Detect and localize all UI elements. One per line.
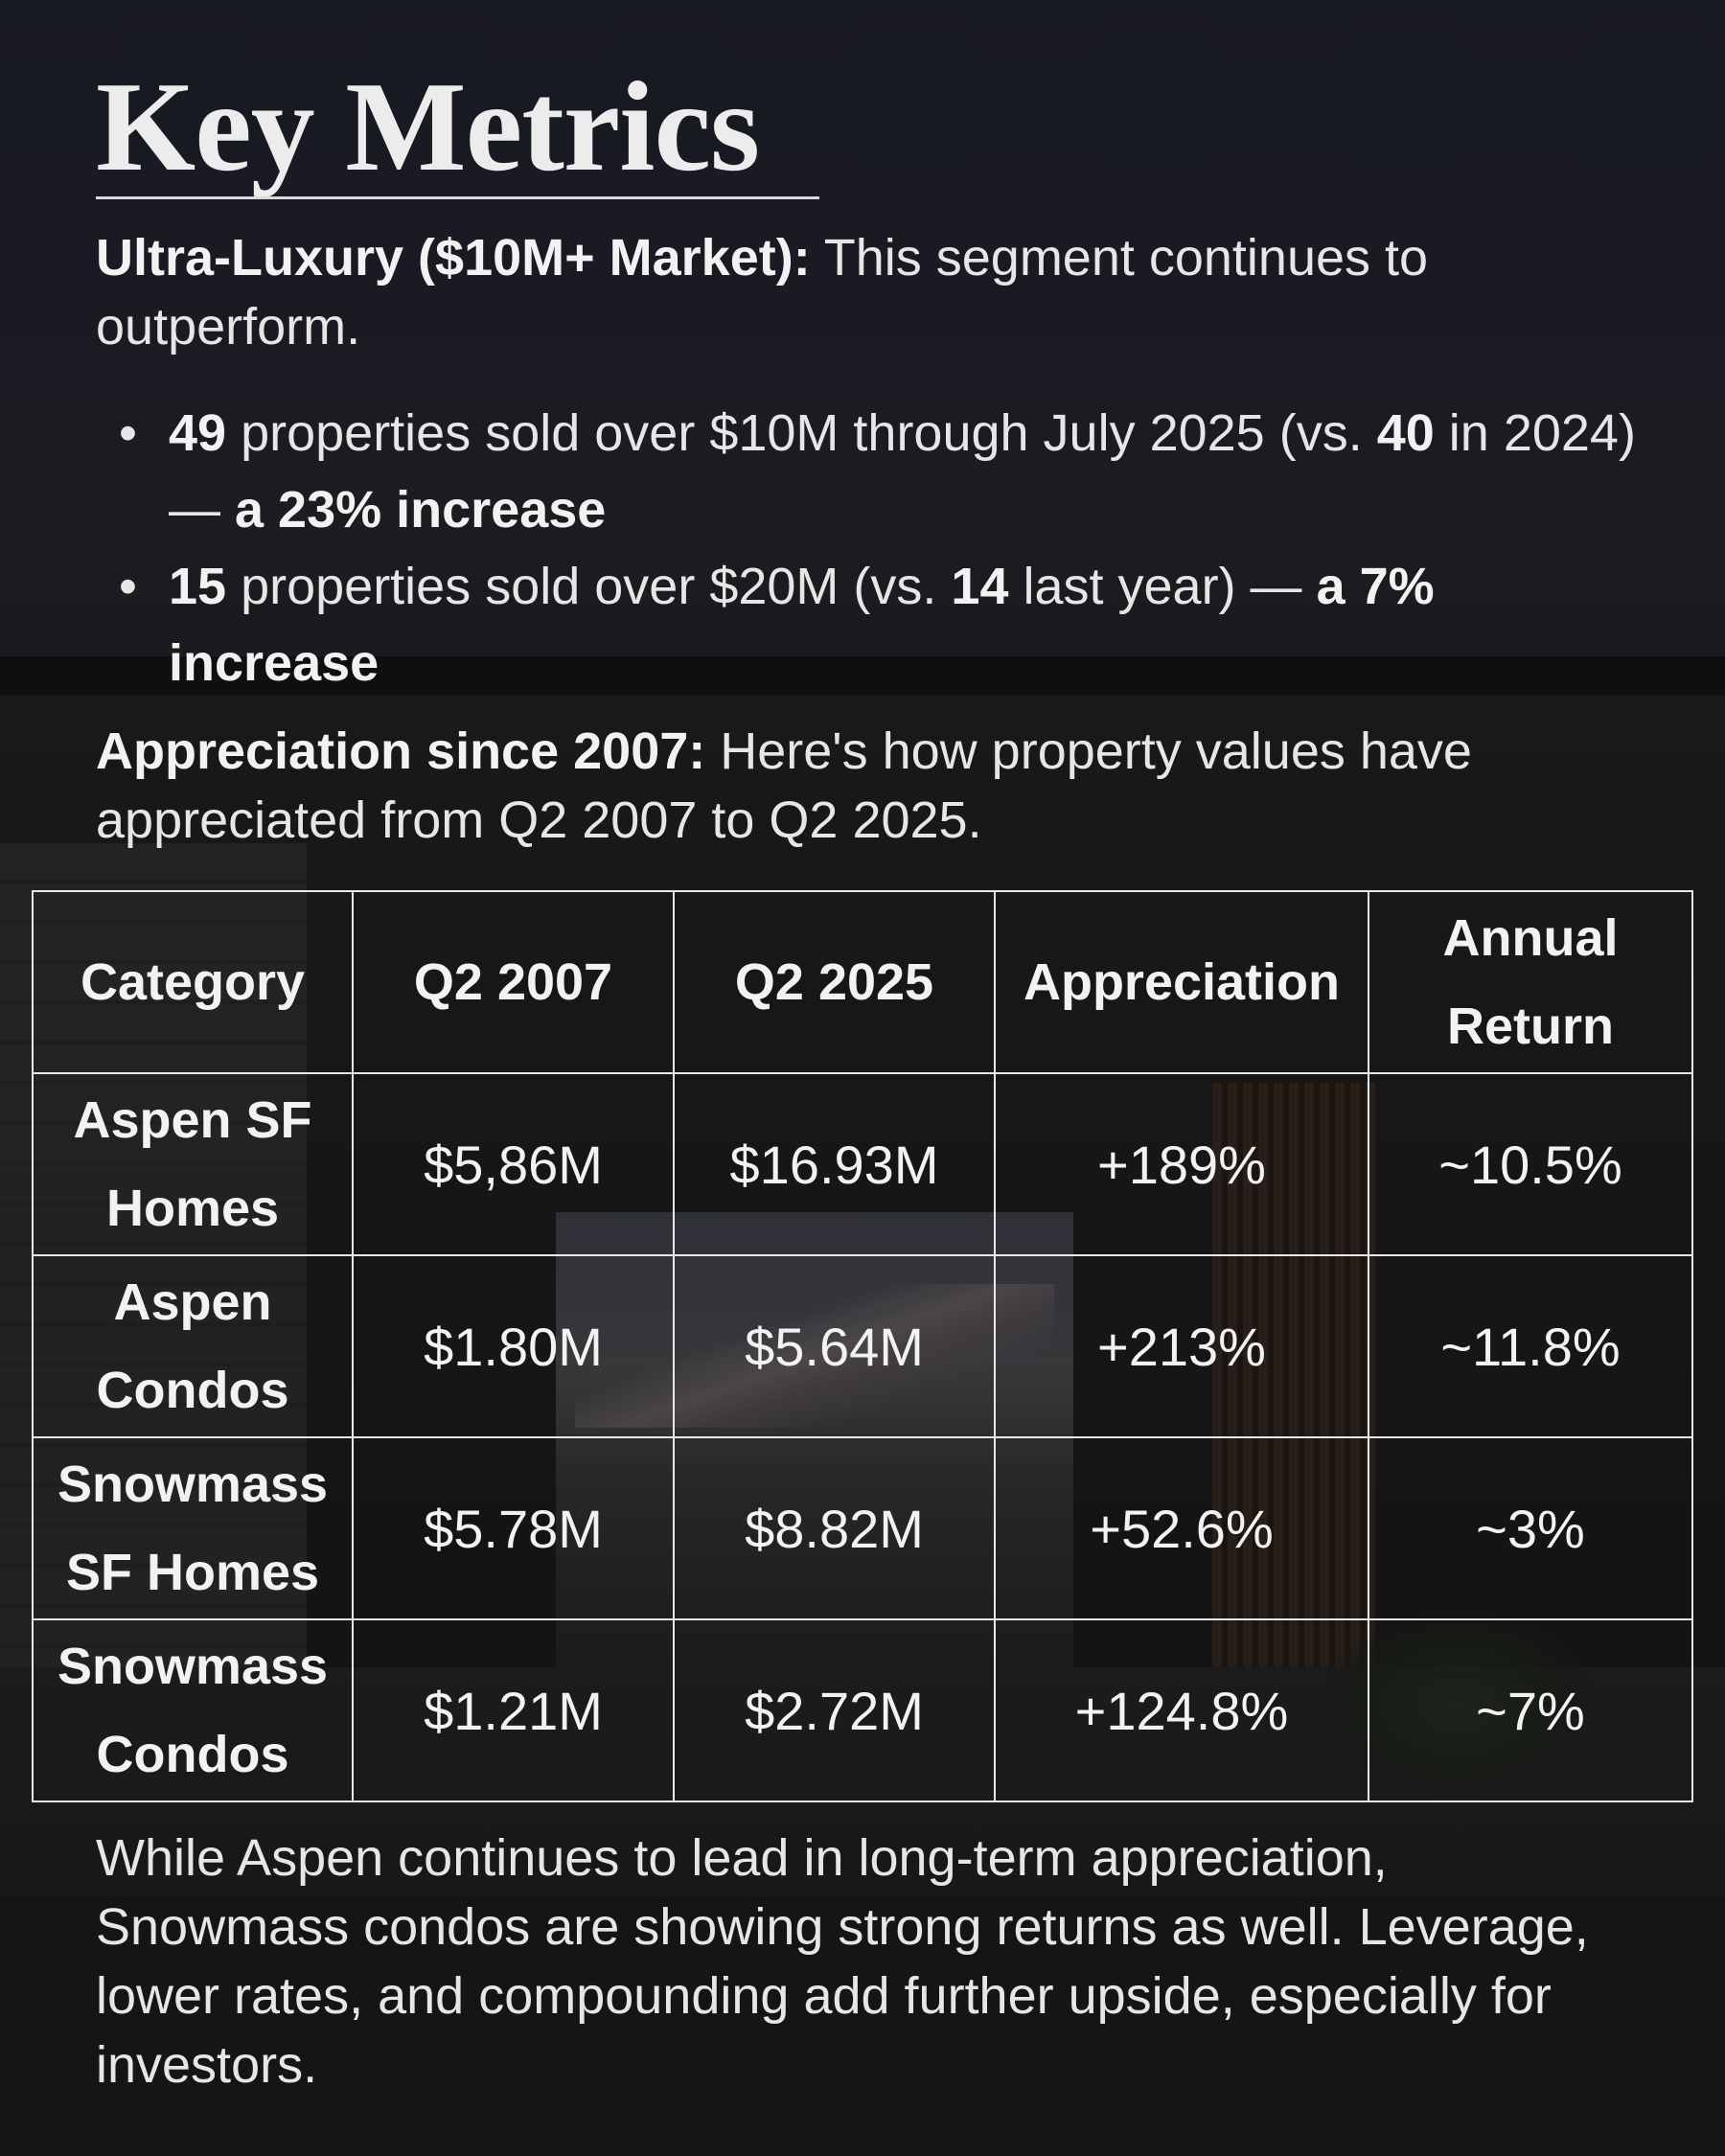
- cell-q2-2007: $5,86M: [352, 1072, 675, 1256]
- stat-number: 14: [951, 558, 1009, 615]
- intro-paragraph: Ultra-Luxury ($10M+ Market): This segmen…: [96, 223, 1648, 361]
- appreciation-paragraph: Appreciation since 2007: Here's how prop…: [96, 717, 1648, 855]
- stat-text: last year) —: [1008, 558, 1317, 615]
- appreciation-table: Category Q2 2007 Q2 2025 Appreciation An…: [32, 890, 1693, 1802]
- stat-highlight: a 7% increase: [169, 558, 1435, 692]
- cell-annual-return: ~10.5%: [1368, 1072, 1693, 1256]
- cell-q2-2025: $5.64M: [673, 1254, 996, 1438]
- cell-q2-2007: $5.78M: [352, 1436, 675, 1620]
- intro-text: This segment continues to outperform.: [96, 229, 1429, 356]
- header-appreciation: Appreciation: [994, 890, 1369, 1074]
- stat-number: 40: [1376, 404, 1435, 462]
- stat-highlight: a 23% increase: [235, 481, 607, 539]
- cell-q2-2025: $2.72M: [673, 1618, 996, 1802]
- cell-appreciation: +52.6%: [994, 1436, 1369, 1620]
- closing-paragraph: While Aspen continues to lead in long-te…: [96, 1829, 1589, 2094]
- stats-list: 49 properties sold over $10M through Jul…: [115, 395, 1648, 701]
- cell-category: Snowmass SF Homes: [32, 1436, 354, 1620]
- list-item: 49 properties sold over $10M through Jul…: [115, 395, 1648, 548]
- cell-category: Aspen Condos: [32, 1254, 354, 1438]
- table-row: Aspen Condos $1.80M $5.64M +213% ~11.8%: [32, 1254, 1693, 1438]
- appreciation-label: Appreciation since 2007:: [96, 722, 706, 780]
- cell-annual-return: ~3%: [1368, 1436, 1693, 1620]
- cell-appreciation: +124.8%: [994, 1618, 1369, 1802]
- stat-number: 49: [169, 404, 227, 462]
- cell-q2-2025: $16.93M: [673, 1072, 996, 1256]
- stat-number: 15: [169, 558, 227, 615]
- table-row: Snowmass Condos $1.21M $2.72M +124.8% ~7…: [32, 1618, 1693, 1802]
- title-underline: [96, 196, 819, 199]
- header-q2-2007: Q2 2007: [352, 890, 675, 1074]
- header-annual-return: Annual Return: [1368, 890, 1693, 1074]
- cell-appreciation: +189%: [994, 1072, 1369, 1256]
- cell-annual-return: ~7%: [1368, 1618, 1693, 1802]
- table-row: Snowmass SF Homes $5.78M $8.82M +52.6% ~…: [32, 1436, 1693, 1620]
- header-q2-2025: Q2 2025: [673, 890, 996, 1074]
- cell-annual-return: ~11.8%: [1368, 1254, 1693, 1438]
- stat-text: properties sold over $10M through July 2…: [226, 404, 1377, 462]
- stat-text: in 2024) —: [169, 404, 1636, 539]
- list-item: 15 properties sold over $20M (vs. 14 las…: [115, 548, 1648, 701]
- cell-appreciation: +213%: [994, 1254, 1369, 1438]
- cell-category: Snowmass Condos: [32, 1618, 354, 1802]
- intro-label: Ultra-Luxury ($10M+ Market):: [96, 229, 811, 287]
- cell-q2-2007: $1.21M: [352, 1618, 675, 1802]
- appreciation-text: Here's how property values have apprecia…: [96, 722, 1472, 849]
- header-category: Category: [32, 890, 354, 1074]
- cell-q2-2007: $1.80M: [352, 1254, 675, 1438]
- page-title: Key Metrics: [96, 56, 760, 197]
- cell-q2-2025: $8.82M: [673, 1436, 996, 1620]
- table-row: Aspen SF Homes $5,86M $16.93M +189% ~10.…: [32, 1072, 1693, 1256]
- stat-text: properties sold over $20M (vs.: [226, 558, 952, 615]
- cell-category: Aspen SF Homes: [32, 1072, 354, 1256]
- table-header-row: Category Q2 2007 Q2 2025 Appreciation An…: [32, 890, 1693, 1074]
